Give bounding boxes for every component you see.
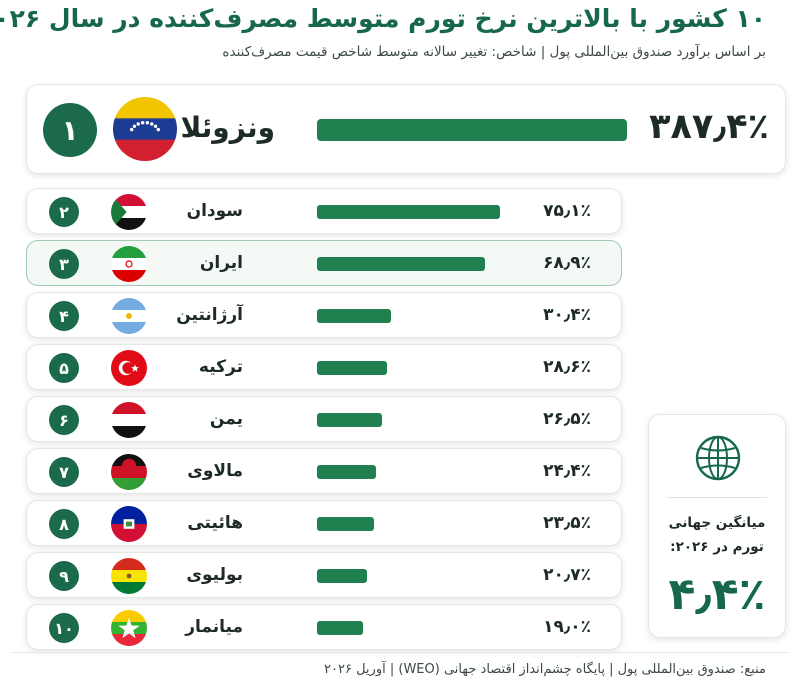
value-label: ۱۹٫۰٪ [543,617,591,637]
chart-title: ۱۰ کشور با بالاترین نرخ تورم متوسط مصرف‌… [0,4,766,33]
turkey-flag-icon [111,350,147,386]
bar-mark [317,413,382,427]
bar-mark [317,361,387,375]
rank-card-7: ۷ مالاوی ۲۴٫۴٪ [26,448,622,494]
bar-track [317,205,512,219]
value-label: ۷۵٫۱٪ [543,201,591,221]
rank-card-10: ۱۰ میانمار ۱۹٫۰٪ [26,604,622,650]
rank-card-4: ۴ آرژانتین ۳۰٫۴٪ [26,292,622,338]
country-name: مالاوی [187,461,243,481]
country-name: میانمار [185,617,243,637]
iran-flag-icon [111,246,147,282]
bar-mark [317,569,368,583]
rank-card-8: ۸ هائیتی ۲۳٫۵٪ [26,500,622,546]
bar-track [317,569,512,583]
bar-mark [317,309,392,323]
country-name: ترکیه [198,357,243,377]
value-label: ۲۶٫۵٪ [543,409,591,429]
bar-track [317,413,512,427]
rank-badge: ۴ [49,301,79,331]
rank-card-6: ۶ یمن ۲۶٫۵٪ [26,396,622,442]
rank-badge: ۷ [49,457,79,487]
value-label: ۲۴٫۴٪ [543,461,591,481]
haiti-flag-icon [111,506,147,542]
bar-mark [317,621,364,635]
bar-mark [317,205,501,219]
source-footer: منبع: صندوق بین‌المللی پول | پایگاه چشم‌… [324,662,766,677]
value-label: ۲۰٫۷٪ [543,565,591,585]
global-average-card: میانگین جهانی تورم در ۲۰۲۶: ۴٫۴٪ [648,414,786,638]
country-name: هائیتی [187,513,243,533]
globe-icon [695,435,741,481]
country-name: ونزوئلا [180,111,275,144]
yemen-flag-icon [111,402,147,438]
value-label: ۲۸٫۶٪ [543,357,591,377]
rank-badge: ۵ [49,353,79,383]
side-card-divider [667,497,767,498]
bar-mark [317,465,377,479]
global-average-label-line2: تورم در ۲۰۲۶: [670,539,764,555]
rank-card-2: ۲ سودان ۷۵٫۱٪ [26,188,622,234]
bar-track [317,465,512,479]
bolivia-flag-icon [111,558,147,594]
sudan-flag-icon [111,194,147,230]
bar-track [317,257,512,271]
bar-mark [317,257,485,271]
venezuela-flag-icon [113,97,177,161]
rank-card-5: ۵ ترکیه ۲۸٫۶٪ [26,344,622,390]
bar-track [317,309,512,323]
value-label: ۳۰٫۴٪ [543,305,591,325]
rank-card-9: ۹ بولیوی ۲۰٫۷٪ [26,552,622,598]
chart-subtitle: بر اساس برآورد صندوق بین‌المللی پول | شا… [222,44,766,60]
malawi-flag-icon [111,454,147,490]
myanmar-flag-icon [111,610,147,646]
bar-mark [317,517,375,531]
global-average-label-line1: میانگین جهانی [668,515,766,531]
bar-track [317,517,512,531]
rank-card-3: ۳ ایران ۶۸٫۹٪ [26,240,622,286]
rank-badge: ۱ [43,103,97,157]
bar-mark [317,119,627,141]
rank-badge: ۶ [49,405,79,435]
rank-badge: ۱۰ [49,613,79,643]
rank-badge: ۲ [49,197,79,227]
rank-badge: ۹ [49,561,79,591]
global-average-label: میانگین جهانی تورم در ۲۰۲۶: [655,511,779,559]
rank-badge: ۳ [49,249,79,279]
bar-track [317,621,512,635]
rank-card-1: ۱ ونزوئلا ۳۸۷٫۴٪ [26,84,786,174]
argentina-flag-icon [111,298,147,334]
footer-divider [12,652,788,653]
country-name: آرژانتین [176,305,243,325]
global-average-value: ۴٫۴٪ [668,569,766,620]
value-label: ۶۸٫۹٪ [543,253,591,273]
bar-track [317,119,627,141]
country-name: ایران [199,253,243,273]
value-label: ۳۸۷٫۴٪ [649,107,769,147]
country-name: یمن [209,409,243,429]
country-name: بولیوی [186,565,243,585]
rank-badge: ۸ [49,509,79,539]
value-label: ۲۳٫۵٪ [543,513,591,533]
bar-track [317,361,512,375]
country-name: سودان [186,201,243,221]
